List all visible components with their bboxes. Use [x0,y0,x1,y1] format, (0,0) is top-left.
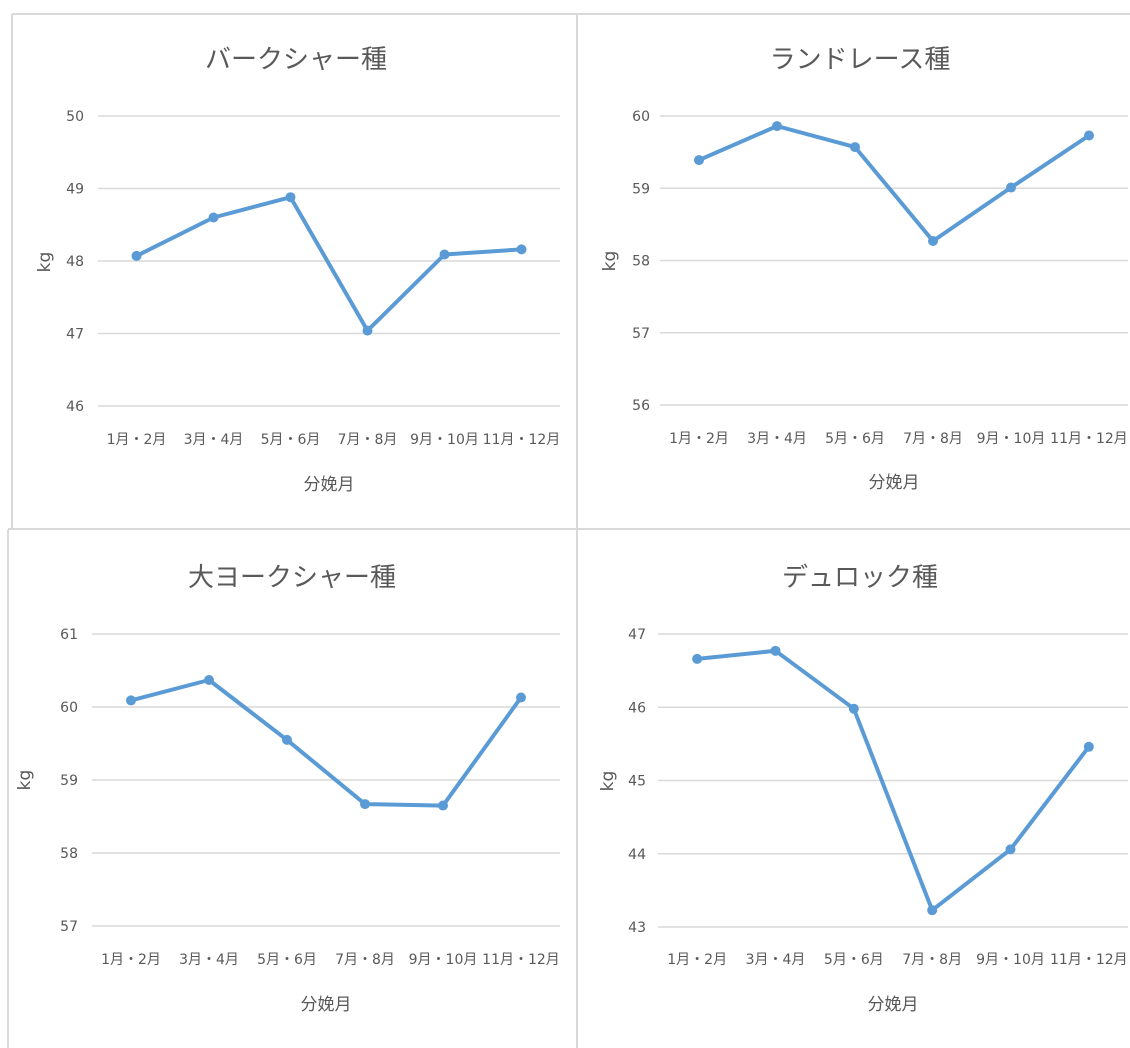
x-tick-label: 7月・8月 [902,952,962,968]
x-tick-label: 7月・8月 [903,431,963,447]
x-tick-label: 5月・6月 [825,431,885,447]
series-line [129,678,523,808]
panel-frames [7,13,1130,1048]
y-tick-label: 58 [632,254,650,270]
y-tick-label: 61 [60,627,78,643]
y-tick-label: 56 [632,398,650,414]
data-point [208,212,219,223]
data-point [770,645,781,656]
x-tick-label: 3月・4月 [747,431,807,447]
y-tick-label: 57 [632,326,650,342]
data-point [694,155,704,166]
data-point [1005,844,1016,855]
data-point [1083,741,1094,752]
x-tick-label: 9月・10月 [977,431,1046,447]
x-tick-label: 5月・6月 [261,432,321,448]
y-axis-title: kg [598,771,618,792]
data-point [438,800,448,811]
y-tick-label: 59 [60,773,78,789]
x-tick-label: 3月・4月 [184,432,244,448]
data-point [285,192,296,203]
y-tick-label: 46 [66,399,84,415]
x-tick-label: 1月・2月 [107,432,167,448]
x-tick-label: 9月・10月 [410,432,479,448]
data-point [1006,182,1016,193]
data-point [126,695,136,706]
data-point [282,734,292,745]
y-tick-label: 44 [628,847,646,863]
x-axis-title: 分娩月 [301,995,352,1015]
x-tick-label: 5月・6月 [257,952,317,968]
x-tick-label: 7月・8月 [338,432,398,448]
series-line [695,648,1091,913]
y-tick-label: 57 [60,919,78,935]
chart-landrace: ランドレース種 56 57 58 59 60 1月・2月 3月・4月 5月・6月 7月・8月 9月・… [600,45,1128,493]
y-tick-label: 47 [66,327,84,343]
y-tick-label: 58 [60,846,78,862]
y-axis-title: kg [600,251,620,272]
series-line [134,195,524,333]
y-axis-title: kg [35,252,55,273]
x-tick-label: 11月・12月 [1050,431,1128,447]
data-point [131,250,142,261]
chart-title: バークシャー種 [205,45,387,75]
data-point [204,674,214,685]
data-point [516,692,526,703]
data-point [927,905,938,916]
x-tick-label: 1月・2月 [101,952,161,968]
y-tick-label: 45 [628,774,646,790]
data-point [439,249,450,260]
x-tick-label: 1月・2月 [667,952,727,968]
y-tick-label: 43 [628,920,646,936]
y-tick-label: 46 [628,700,646,716]
x-tick-label: 3月・4月 [179,952,239,968]
y-tick-label: 47 [628,627,646,643]
chart-large-yorkshire: 大ヨークシャー種 57 58 59 60 61 1月・2月 3月・4月 5月・6月 7月・8月 9月… [15,563,560,1015]
data-point [850,142,860,153]
x-tick-label: 11月・12月 [482,952,560,968]
data-point [1084,130,1094,141]
x-tick-label: 11月・12月 [1050,952,1128,968]
chart-berkshire: バークシャー種 46 47 48 49 50 1月・2月 3月・4月 5月・6月 7月・8月 9月・… [35,45,560,495]
x-tick-label: 5月・6月 [824,952,884,968]
x-tick-label: 9月・10月 [976,952,1045,968]
y-tick-label: 60 [632,109,650,125]
x-tick-label: 9月・10月 [409,952,478,968]
y-tick-label: 59 [632,181,650,197]
x-tick-label: 7月・8月 [335,952,395,968]
x-tick-label: 1月・2月 [669,431,729,447]
chart-duroc: デュロック種 43 44 45 46 47 1月・2月 3月・4月 5月・6月 7月・8月 9月・1… [598,563,1128,1015]
data-point [516,244,527,255]
data-point [928,235,938,246]
y-tick-label: 60 [60,700,78,716]
series-line [697,124,1091,243]
data-point [848,703,859,714]
y-tick-label: 49 [66,182,84,198]
y-tick-label: 50 [66,109,84,125]
x-axis-title: 分娩月 [868,995,919,1015]
x-tick-label: 3月・4月 [746,952,806,968]
chart-title: 大ヨークシャー種 [188,563,396,593]
chart-title: デュロック種 [782,563,938,593]
data-point [772,121,782,132]
data-point [360,799,370,810]
y-axis-title: kg [15,770,35,791]
data-point [362,325,373,336]
x-axis-title: 分娩月 [869,473,920,493]
chart-title: ランドレース種 [770,45,951,75]
x-tick-label: 11月・12月 [483,432,561,448]
y-tick-label: 48 [66,254,84,270]
data-point [692,653,703,664]
x-axis-title: 分娩月 [304,475,355,495]
